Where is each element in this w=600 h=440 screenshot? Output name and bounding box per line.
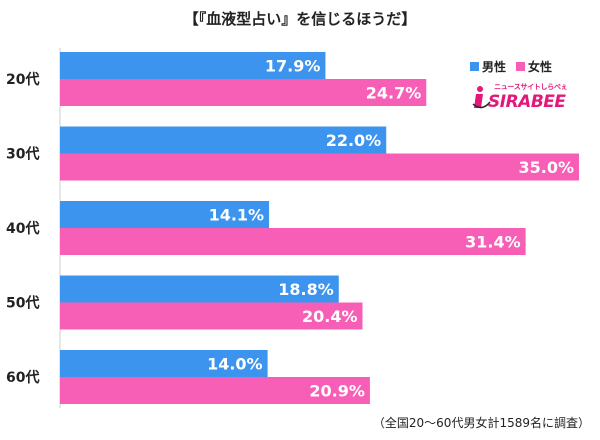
legend-swatch-female: [516, 62, 526, 71]
legend-item-male: 男性: [470, 58, 506, 75]
bar-female: [60, 153, 579, 181]
legend-swatch-male: [470, 62, 479, 71]
chart-title: 【『血液型占い』を信じるほうだ】: [183, 10, 417, 28]
category-label: 50代: [6, 295, 39, 312]
category-label: 20代: [6, 71, 39, 88]
bar-female: [60, 302, 363, 330]
bar-male: [60, 275, 339, 303]
data-label-female: 20.9%: [309, 382, 365, 401]
bar-female: [60, 79, 427, 106]
sirabee-logo: ニュースサイトしらべぇ SIRABEE: [472, 80, 582, 112]
legend-label-female: 女性: [528, 60, 553, 74]
logo-mark-icon: [472, 86, 491, 109]
data-label-male: 14.1%: [209, 206, 265, 225]
bar-female: [60, 377, 370, 404]
bar-male: [60, 52, 326, 79]
logo-text: SIRABEE: [488, 92, 566, 112]
bar-male: [60, 350, 268, 377]
data-label-male: 22.0%: [326, 131, 382, 150]
source-note: （全国20～60代男女計1589名に調査）: [372, 416, 590, 430]
data-label-female: 20.4%: [302, 307, 358, 326]
data-label-female: 31.4%: [465, 233, 521, 252]
bar-male: [60, 201, 270, 228]
bar-female: [60, 228, 526, 255]
legend: 男性 女性: [470, 58, 552, 75]
logo-tagline: ニュースサイトしらべぇ: [494, 83, 568, 91]
data-label-male: 18.8%: [278, 280, 334, 299]
category-label: 60代: [6, 369, 39, 386]
data-label-female: 24.7%: [366, 84, 422, 103]
data-label-female: 35.0%: [518, 158, 574, 177]
category-label: 40代: [6, 220, 39, 237]
data-label-male: 17.9%: [265, 57, 321, 76]
legend-label-male: 男性: [482, 60, 507, 74]
data-label-male: 14.0%: [207, 355, 263, 374]
category-label: 30代: [6, 146, 39, 163]
bar-male: [60, 126, 387, 154]
legend-item-female: 女性: [516, 58, 552, 75]
